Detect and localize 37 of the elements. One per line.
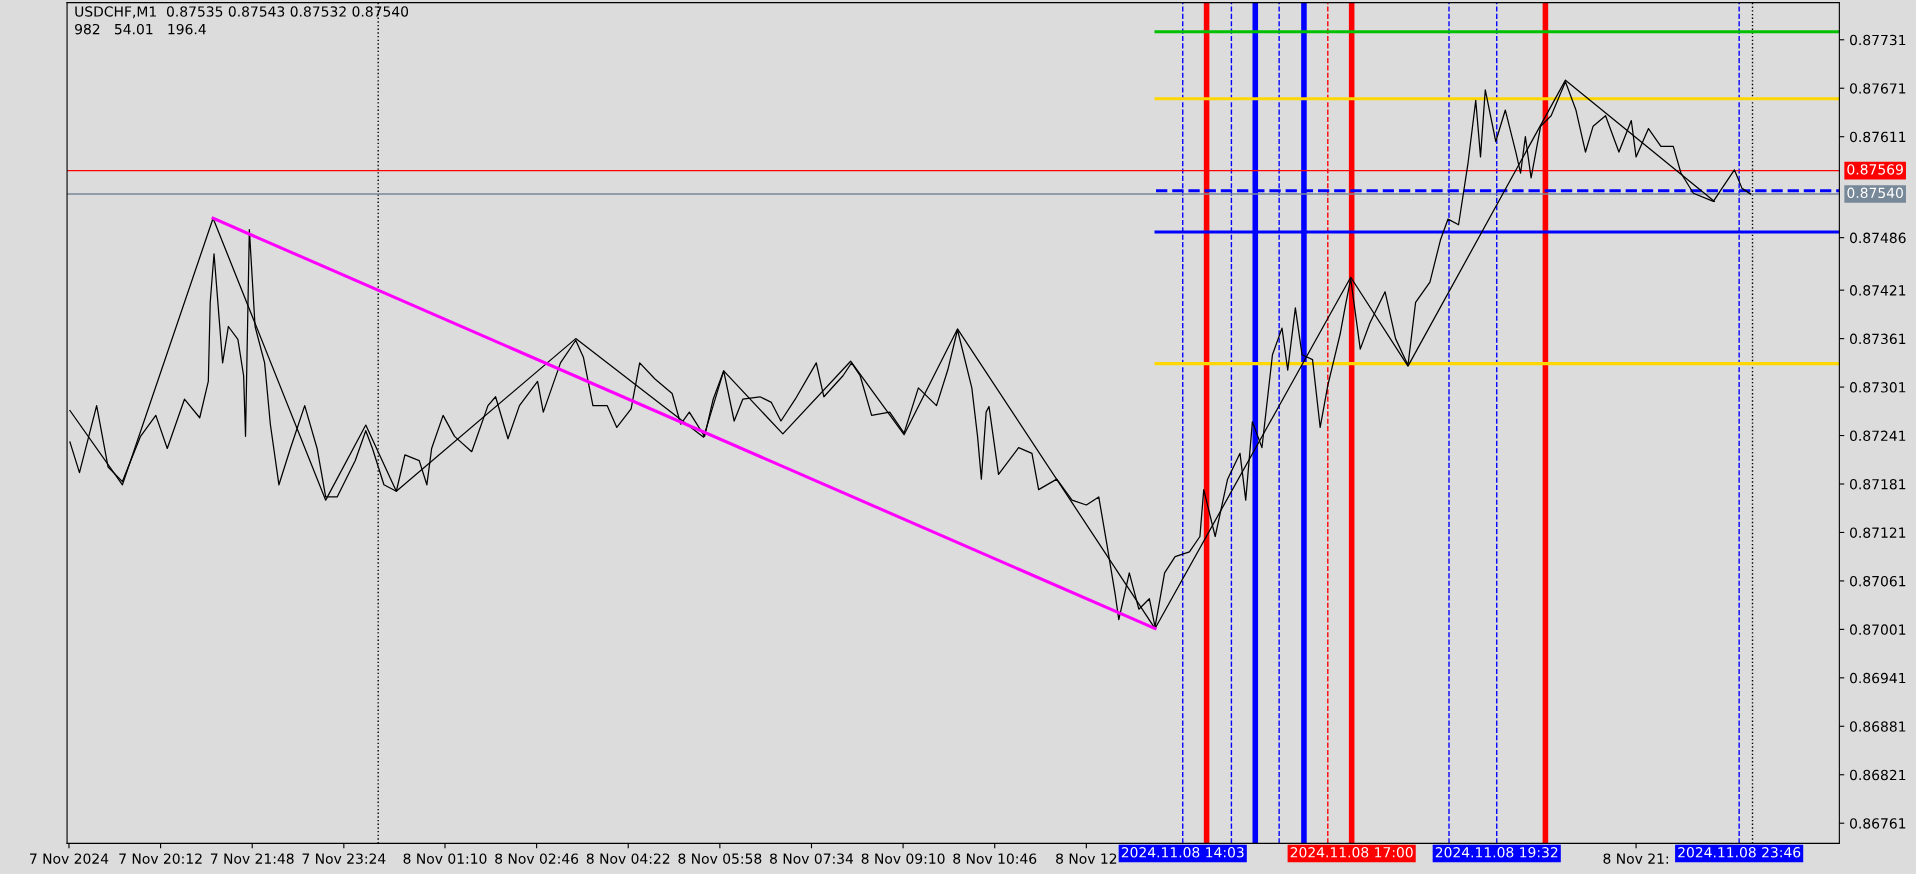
y-tick-label: 0.86821 (1850, 769, 1906, 781)
ref-line-label: 2024.11.08 14:03 (1121, 847, 1244, 858)
x-tick-label: 8 Nov 04:22 (586, 853, 670, 864)
chart-title: USDCHF,M1 0.87535 0.87543 0.87532 0.87540 (75, 6, 409, 19)
x-tick-label: 8 Nov 12 (1056, 853, 1117, 864)
y-tick-label: 0.87611 (1850, 131, 1906, 143)
y-tick-label: 0.87671 (1850, 83, 1906, 94)
y-tick-label: 0.87301 (1850, 382, 1906, 393)
ref-line-label: 2024.11.08 23:46 (1678, 847, 1801, 858)
x-tick-label: 7 Nov 2024 (30, 853, 109, 864)
text: 982 54.01 196.4 (75, 23, 206, 35)
x-tick-label: 8 Nov 21: (1603, 853, 1669, 864)
y-tick-label: 0.87421 (1850, 285, 1906, 296)
ref-line-label: 2024.11.08 17:00 (1290, 847, 1413, 858)
y-tick-label: 0.87361 (1850, 333, 1906, 345)
y-tick-label: 0.87181 (1850, 478, 1906, 490)
ref-line-label: 2024.11.08 19:32 (1435, 847, 1558, 858)
y-tick-label: 0.87241 (1850, 430, 1906, 442)
y-tick-label: 0.86761 (1850, 818, 1906, 829)
y-tick-label: 0.87121 (1850, 527, 1906, 538)
y-tick-label: 0.87486 (1850, 232, 1906, 244)
y-tick-label: 0.86941 (1850, 672, 1906, 684)
y-tick-label: 0.86881 (1850, 721, 1906, 732)
x-tick-label: 7 Nov 20:12 (119, 853, 202, 864)
y-tick-label: 0.87061 (1850, 575, 1906, 587)
y-tick-label: 0.87001 (1850, 624, 1906, 635)
x-tick-label: 8 Nov 07:34 (770, 853, 854, 864)
ref-line-label: 0.87540 (1847, 187, 1903, 199)
x-tick-label: 8 Nov 09:10 (861, 853, 945, 864)
x-tick-label: 8 Nov 02:46 (495, 853, 579, 864)
y-tick-label: 0.87731 (1850, 34, 1906, 46)
x-tick-label: 8 Nov 10:46 (953, 853, 1037, 864)
ref-line-label: 0.87569 (1847, 164, 1903, 175)
x-tick-label: 7 Nov 23:24 (302, 853, 386, 864)
x-tick-label: 8 Nov 01:10 (403, 853, 487, 864)
x-tick-label: 7 Nov 21:48 (210, 853, 294, 864)
x-tick-label: 8 Nov 05:58 (678, 853, 762, 864)
